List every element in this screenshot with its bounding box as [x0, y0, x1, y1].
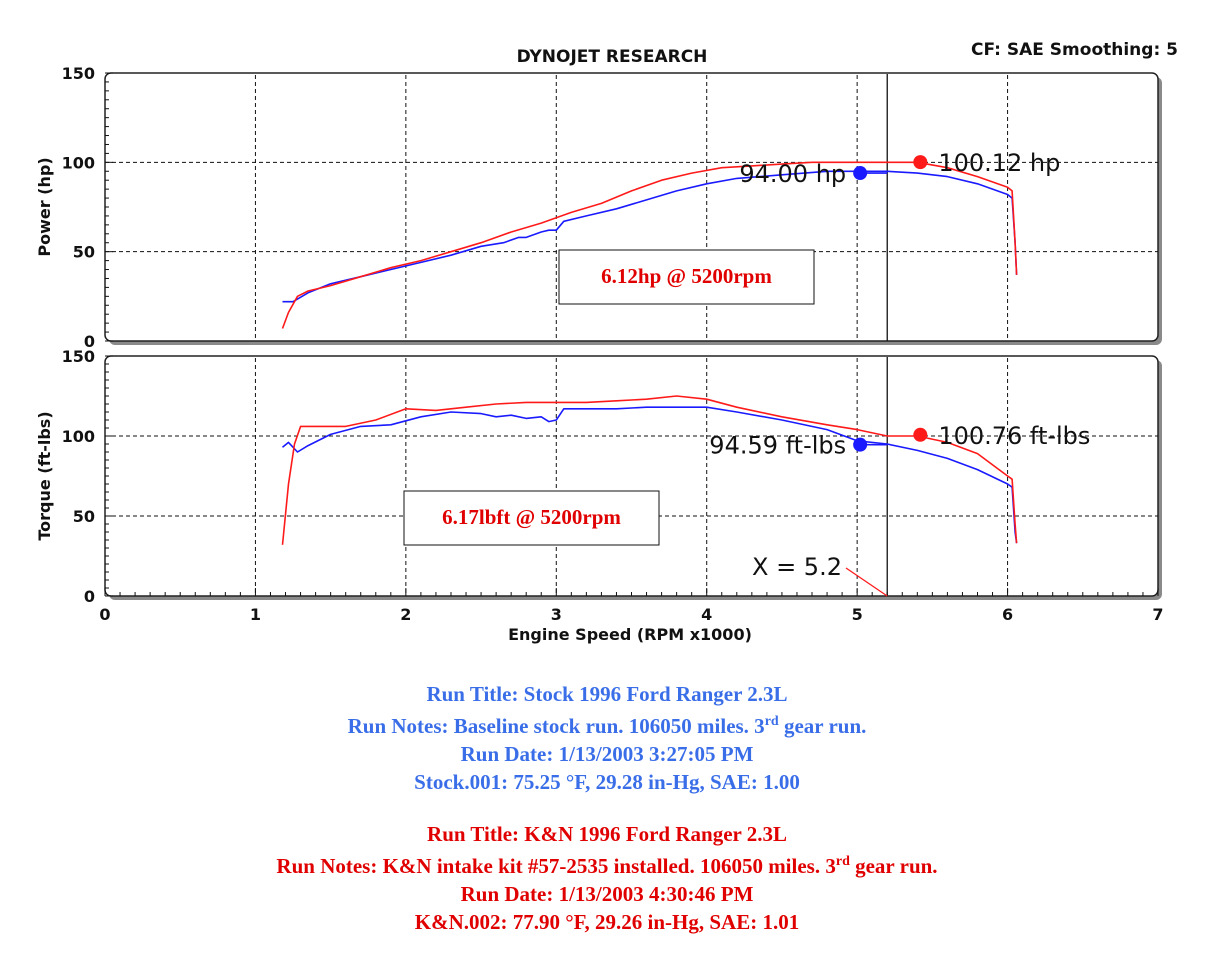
annotation-text: 6.12hp @ 5200rpm — [601, 264, 772, 288]
y-tick-label: 150 — [62, 347, 95, 366]
x-tick-label: 4 — [701, 605, 712, 624]
annotation-box — [558, 249, 815, 305]
y-tick-label: 50 — [73, 507, 95, 526]
y-tick-label: 100 — [62, 427, 95, 446]
x-tick-label: 1 — [250, 605, 261, 624]
kn-run-notes: Run Title: K&N 1996 Ford Ranger 2.3L Run… — [0, 820, 1214, 936]
series-line-stock — [282, 406, 1018, 544]
marker-label-kn: 100.12 hp — [938, 149, 1060, 177]
series-line-stock — [282, 170, 1018, 303]
y-tick-label: 0 — [84, 587, 95, 606]
x-tick-label: 2 — [400, 605, 411, 624]
cursor-pointer — [845, 567, 888, 597]
kn-conditions: K&N.002: 77.90 °F, 29.26 in-Hg, SAE: 1.0… — [414, 910, 800, 934]
x-tick-label: 0 — [99, 605, 110, 624]
cursor-label: X = 5.2 — [752, 553, 842, 581]
stock-run-title: Run Title: Stock 1996 Ford Ranger 2.3L — [426, 682, 788, 706]
y-tick-label: 50 — [73, 243, 95, 262]
panel-torque: 0 50 100 150 Torque (ft-lbs) 6.17lbft @ 5200r… — [35, 347, 1162, 606]
marker-label-kn: 100.76 ft-lbs — [938, 422, 1090, 450]
stock-run-notes: Run Title: Stock 1996 Ford Ranger 2.3L R… — [0, 680, 1214, 796]
y-axis-label: Torque (ft-lbs) — [35, 411, 54, 540]
chart-title: DYNOJET RESEARCH — [517, 47, 708, 67]
stock-run-notes-line: Run Notes: Baseline stock run. 106050 mi… — [347, 714, 867, 738]
panel-power: 0 50 100 150 Power (hp) 6.12hp @ 5200rpm 94.00… — [35, 64, 1162, 351]
x-axis-label: Engine Speed (RPM x1000) — [508, 625, 752, 644]
marker-label-stock: 94.00 hp — [739, 160, 846, 188]
chart-header-right: CF: SAE Smoothing: 5 — [971, 40, 1178, 60]
y-tick-label: 0 — [84, 332, 95, 351]
series-line-kn — [281, 161, 1018, 329]
stock-conditions: Stock.001: 75.25 °F, 29.28 in-Hg, SAE: 1… — [414, 770, 800, 794]
x-tick-label: 3 — [551, 605, 562, 624]
y-tick-label: 100 — [62, 153, 95, 172]
kn-run-notes-line: Run Notes: K&N intake kit #57-2535 insta… — [276, 854, 938, 878]
panel-frame — [104, 355, 1159, 597]
marker-kn — [913, 155, 928, 170]
annotation-box — [403, 490, 660, 546]
y-axis-label: Power (hp) — [35, 157, 54, 256]
stock-run-date: Run Date: 1/13/2003 3:27:05 PM — [460, 742, 754, 766]
series-line-kn — [281, 395, 1018, 545]
kn-run-date: Run Date: 1/13/2003 4:30:46 PM — [460, 882, 754, 906]
y-tick-label: 150 — [62, 64, 95, 83]
x-tick-label: 5 — [852, 605, 863, 624]
x-tick-label: 7 — [1152, 605, 1163, 624]
dyno-chart: DYNOJET RESEARCH CF: SAE Smoothing: 50501… — [35, 40, 1178, 644]
marker-kn — [913, 427, 928, 442]
marker-label-stock: 94.59 ft-lbs — [709, 432, 846, 460]
x-tick-label: 6 — [1002, 605, 1013, 624]
kn-run-title: Run Title: K&N 1996 Ford Ranger 2.3L — [427, 822, 787, 846]
annotation-text: 6.17lbft @ 5200rpm — [442, 505, 621, 529]
